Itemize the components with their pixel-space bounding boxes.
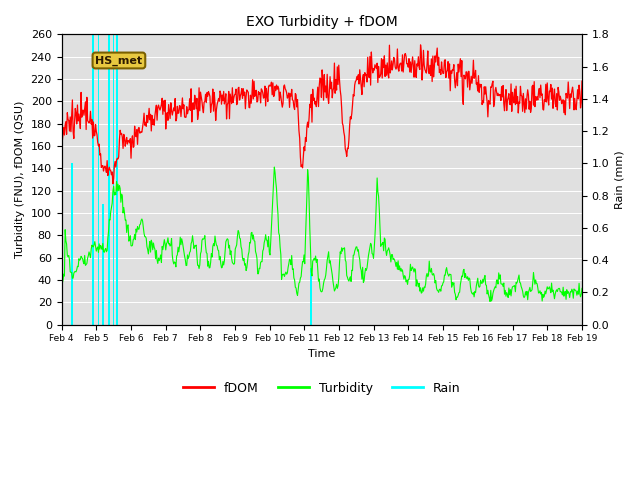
- Y-axis label: Rain (mm): Rain (mm): [615, 150, 625, 209]
- X-axis label: Time: Time: [308, 349, 335, 359]
- Legend: fDOM, Turbidity, Rain: fDOM, Turbidity, Rain: [178, 377, 465, 399]
- Text: HS_met: HS_met: [95, 55, 143, 66]
- Title: EXO Turbidity + fDOM: EXO Turbidity + fDOM: [246, 15, 397, 29]
- Y-axis label: Turbidity (FNU), fDOM (QSU): Turbidity (FNU), fDOM (QSU): [15, 101, 25, 258]
